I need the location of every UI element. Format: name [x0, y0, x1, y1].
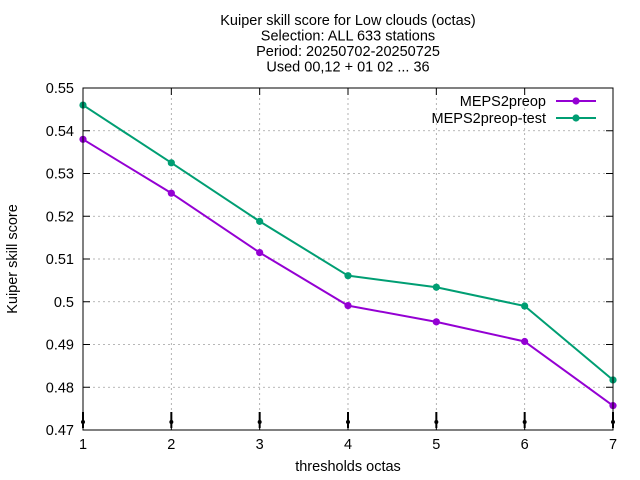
- y-tick-label: 0.55: [46, 81, 74, 97]
- x-tick-label: 2: [167, 437, 175, 453]
- sample-marker-dot: [257, 420, 262, 424]
- y-tick-label: 0.47: [46, 423, 74, 439]
- sample-marker-dot: [169, 420, 174, 424]
- sample-marker-dot: [346, 420, 350, 424]
- x-tick-label: 3: [256, 437, 264, 453]
- x-tick-label: 5: [432, 437, 440, 453]
- y-tick-label: 0.49: [46, 338, 74, 354]
- y-tick-label: 0.54: [46, 124, 74, 140]
- data-point-MEPS2preop-test: [521, 302, 529, 310]
- series-layer: [79, 101, 617, 410]
- title-line-2: Selection: ALL 633 stations: [261, 29, 435, 45]
- data-point-MEPS2preop-test: [256, 217, 264, 225]
- title-line-4: Used 00,12 + 01 02 ... 36: [266, 60, 429, 76]
- legend-marker: [572, 97, 580, 105]
- sample-marker-dot: [522, 420, 527, 424]
- y-tick-label: 0.52: [46, 209, 74, 225]
- data-point-MEPS2preop: [167, 189, 175, 197]
- x-tick-label: 4: [344, 437, 352, 453]
- data-point-MEPS2preop: [521, 337, 529, 346]
- y-tick-label: 0.5: [54, 295, 74, 311]
- plot-frame: [82, 87, 614, 431]
- x-tick-label: 7: [609, 437, 617, 453]
- y-axis-label: Kuiper skill score: [5, 204, 21, 314]
- x-tick-label: 1: [79, 437, 87, 453]
- x-axis-label: thresholds octas: [295, 459, 401, 475]
- data-point-MEPS2preop: [432, 318, 440, 326]
- data-point-MEPS2preop-test: [432, 283, 440, 291]
- sample-markers: [81, 412, 615, 428]
- x-tick-label: 6: [521, 437, 529, 453]
- data-point-MEPS2preop: [344, 301, 352, 310]
- legend-label: MEPS2preop: [460, 94, 546, 110]
- data-point-MEPS2preop-test: [344, 272, 352, 280]
- data-point-MEPS2preop-test: [167, 159, 175, 167]
- tick-labels: 0.47 0.48 0.49 0.5 0.51 0.52 0.53 0.54 0.55 1 2 3 4 5…: [46, 81, 617, 453]
- y-tick-label: 0.51: [46, 252, 74, 268]
- grid: [83, 88, 613, 430]
- data-point-MEPS2preop: [256, 248, 264, 257]
- title-line-3: Period: 20250702-20250725: [256, 44, 440, 60]
- legend-marker: [572, 114, 580, 122]
- title-line-1: Kuiper skill score for Low clouds (octas…: [220, 13, 475, 29]
- sample-marker-dot: [434, 420, 439, 424]
- y-tick-label: 0.48: [46, 380, 74, 396]
- chart-title: Kuiper skill score for Low clouds (octas…: [220, 13, 475, 76]
- legend-label: MEPS2preop-test: [432, 111, 546, 127]
- y-tick-label: 0.53: [46, 167, 74, 183]
